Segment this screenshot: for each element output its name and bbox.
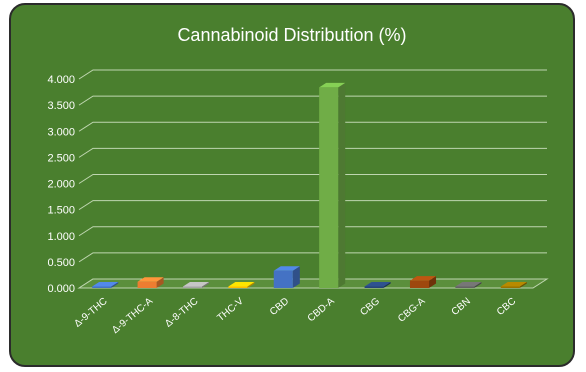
bar-top xyxy=(92,282,119,287)
gridline xyxy=(78,200,547,211)
y-tick-label: 1.500 xyxy=(47,205,75,217)
bar-top xyxy=(364,282,391,287)
bar-side xyxy=(383,282,391,288)
bar xyxy=(500,282,527,288)
bar xyxy=(273,266,300,288)
x-tick-label: CBD-A xyxy=(306,296,337,325)
bar-side xyxy=(156,277,164,288)
bar-front xyxy=(92,286,112,288)
bar-side xyxy=(292,266,300,288)
chart-plot: 0.000 0.500 1.000 1.500 2.000 2.500 3.000 3.500… xyxy=(47,69,549,336)
y-tick-label: 3.500 xyxy=(47,100,75,112)
bar-front xyxy=(273,270,293,288)
gridline xyxy=(78,226,547,237)
x-tick-label: CBG-A xyxy=(396,296,428,325)
x-tick-label: CBC xyxy=(495,296,518,318)
bar-side xyxy=(247,282,255,288)
bar xyxy=(455,282,482,288)
bar-top xyxy=(182,282,210,287)
bar-front xyxy=(455,286,475,288)
chart-title: Cannabinoid Distribution (%) xyxy=(177,25,407,45)
gridline xyxy=(78,147,547,158)
bar-top xyxy=(500,282,527,287)
bar-top xyxy=(228,282,255,287)
x-tick-label: CBN xyxy=(450,296,473,318)
bar-front xyxy=(319,87,339,288)
bar xyxy=(92,282,119,288)
bar xyxy=(409,276,437,288)
bar-top xyxy=(455,282,482,287)
bar-side xyxy=(202,282,210,288)
bar-front xyxy=(409,280,430,288)
bar xyxy=(182,282,210,288)
gridline xyxy=(78,174,547,184)
x-tick-label: CBD xyxy=(268,296,291,318)
bar-front xyxy=(137,281,157,288)
y-tick-label: 0.500 xyxy=(47,257,75,269)
bar xyxy=(319,82,346,288)
bar-top xyxy=(273,266,300,271)
x-tick-label: CBG xyxy=(358,296,382,318)
bar-front xyxy=(182,286,203,288)
bar-top xyxy=(409,276,437,281)
y-tick-label: 4.000 xyxy=(47,74,75,86)
chart-frame: Cannabinoid Distribution (%) 0.000 0.500 1… xyxy=(9,3,575,367)
bar-front xyxy=(500,286,520,288)
bar xyxy=(364,282,391,288)
bar xyxy=(137,277,164,288)
x-tick-label: THC-V xyxy=(215,296,246,324)
bar-side xyxy=(519,282,527,288)
gridline xyxy=(78,121,547,132)
gridline xyxy=(78,95,547,106)
bar-top xyxy=(319,82,346,88)
y-tick-label: 1.000 xyxy=(47,231,75,243)
y-tick-label: 2.000 xyxy=(47,179,75,191)
x-tick-label: Δ-9-THC xyxy=(72,296,109,330)
bar-side xyxy=(429,276,437,288)
y-tick-label: 3.000 xyxy=(47,126,75,138)
x-tick-label: Δ-8-THC xyxy=(163,296,200,330)
bar-top xyxy=(137,277,164,282)
gridline xyxy=(78,69,547,80)
bar-side xyxy=(338,82,346,288)
x-tick-label: Δ-9-THC-A xyxy=(110,296,155,336)
bar-side xyxy=(111,282,119,288)
y-tick-label: 0.000 xyxy=(47,283,75,295)
bar-front xyxy=(364,286,384,288)
gridline xyxy=(78,252,547,263)
bar-side xyxy=(474,282,482,288)
bar xyxy=(228,282,255,288)
bar-front xyxy=(228,286,248,288)
y-tick-label: 2.500 xyxy=(47,152,75,164)
